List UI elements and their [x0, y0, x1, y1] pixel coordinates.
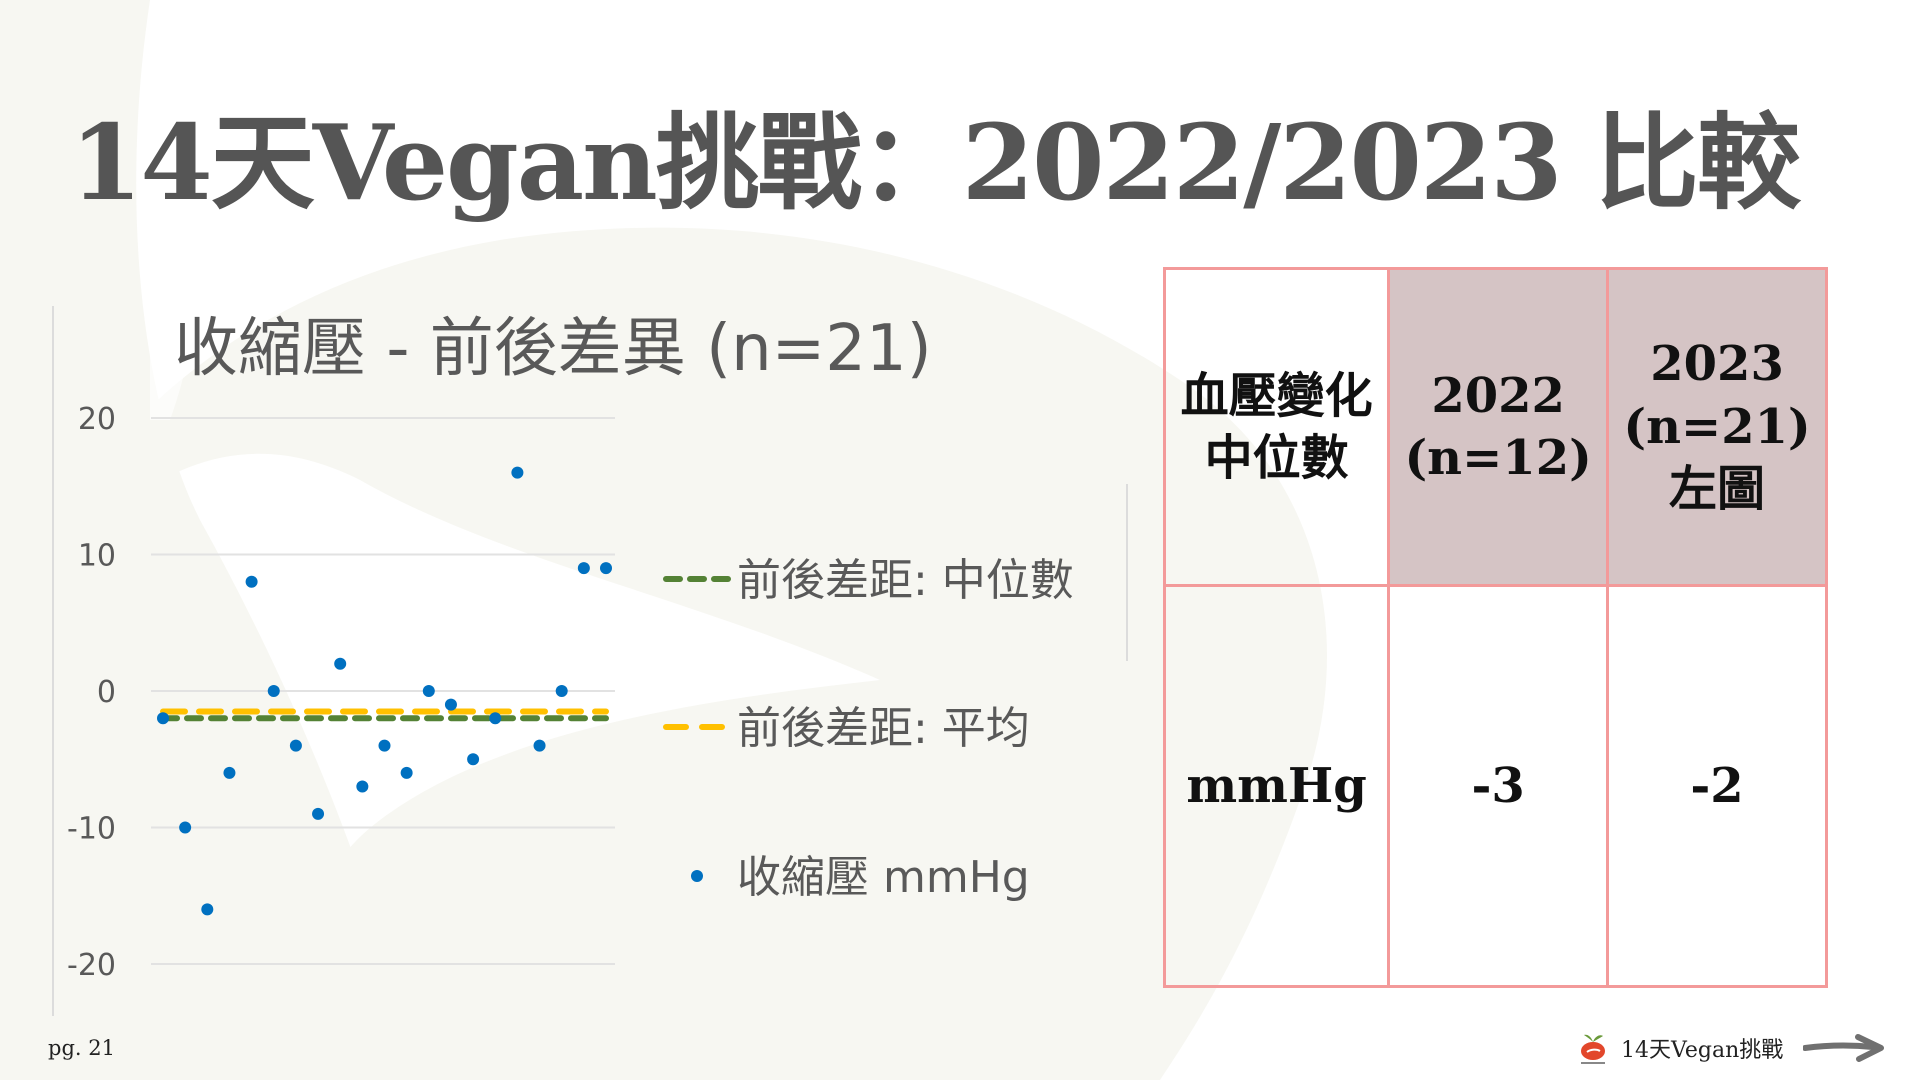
footer-brand: 14天Vegan挑戰 [1575, 1030, 1885, 1066]
header-text: 2022 [1431, 367, 1565, 424]
data-point [179, 821, 192, 834]
data-point [533, 739, 546, 752]
table-row: mmHg -3 -2 [1162, 584, 1828, 988]
header-text: 2023 [1650, 336, 1784, 393]
comparison-table: 血壓變化 中位數 2022 (n=12) 2023 (n=21) 左圖 mmHg… [1162, 267, 1828, 988]
table-header-row: 血壓變化 中位數 2022 (n=12) 2023 (n=21) 左圖 [1162, 267, 1828, 587]
header-cell-2022: 2022 (n=12) [1387, 267, 1610, 587]
y-tick-label: -10 [67, 812, 116, 847]
header-text: 左圖 [1669, 461, 1766, 518]
data-point [267, 685, 280, 697]
data-point [555, 685, 568, 697]
slide-title: 14天Vegan挑戰：2022/2023 比較 [70, 101, 1801, 224]
header-cell-2023: 2023 (n=21) 左圖 [1606, 267, 1828, 587]
legend-label: 前後差距: 平均 [737, 703, 1030, 754]
header-text: 血壓變化 [1180, 367, 1373, 424]
footer-brand-text: 14天Vegan挑戰 [1621, 1038, 1784, 1063]
data-point [356, 780, 369, 793]
data-point [400, 766, 413, 779]
data-point [312, 807, 325, 820]
y-tick-label: 0 [97, 675, 116, 710]
data-point [223, 766, 236, 779]
y-tick-label: 20 [78, 402, 116, 437]
data-point [511, 466, 524, 479]
data-point [245, 575, 258, 588]
data-point [422, 685, 435, 697]
data-point [334, 657, 347, 670]
header-text: 中位數 [1204, 430, 1349, 486]
data-point [444, 698, 457, 711]
data-point [577, 562, 590, 575]
data-point [289, 739, 302, 752]
row-label: mmHg [1162, 584, 1391, 988]
data-point [489, 712, 502, 725]
y-tick-label: 10 [78, 539, 116, 574]
tomato-logo-icon [1581, 1034, 1605, 1064]
legend-marker-scatter [691, 870, 703, 882]
data-point [201, 903, 214, 916]
header-cell-metric: 血壓變化 中位數 [1162, 267, 1391, 587]
legend-label: 收縮壓 mmHg [737, 852, 1030, 903]
data-point [467, 753, 480, 766]
value-2023: -2 [1606, 584, 1828, 988]
chart-title: 收縮壓 - 前後差異 (n=21) [174, 312, 932, 386]
value-2022: -3 [1387, 584, 1610, 988]
legend-label: 前後差距: 中位數 [737, 555, 1074, 606]
data-point [378, 739, 391, 752]
next-arrow-icon[interactable] [1803, 1033, 1885, 1063]
header-text: (n=12) [1404, 430, 1592, 486]
header-text: (n=21) [1623, 398, 1811, 455]
data-point [157, 712, 169, 725]
page-number: pg. 21 [48, 1036, 115, 1060]
data-point [600, 562, 612, 575]
y-tick-label: -20 [67, 948, 116, 983]
